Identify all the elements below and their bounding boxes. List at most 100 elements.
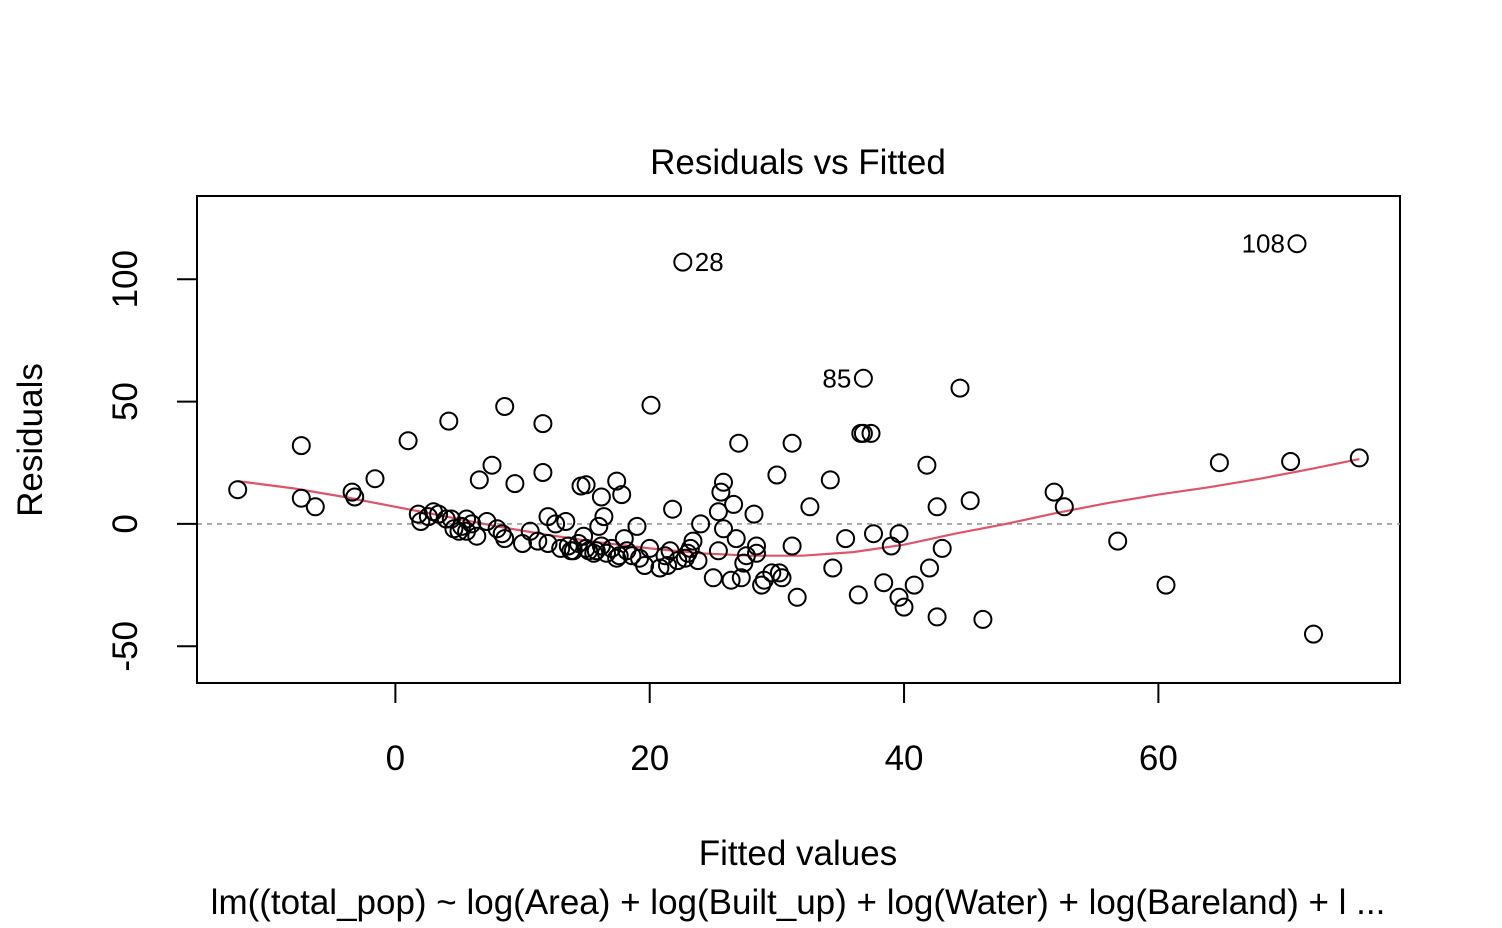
residual-point [1209,453,1229,473]
y-tick-label: 100 [106,250,145,308]
y-tick-label: -50 [106,621,145,672]
residual-point [627,516,647,536]
residual-point [708,502,728,522]
residual-point [772,568,792,588]
y-tick-label: 50 [106,382,145,421]
residual-point [533,463,553,482]
residual-point [917,455,937,475]
residual-point [439,411,459,431]
y-tick-label: 0 [106,514,145,533]
residual-point [513,534,532,553]
residual-point [683,531,703,551]
residual-point [950,378,970,398]
residual-point [787,587,807,607]
residual-point [655,546,675,566]
outlier-labels: 28 85 108 [695,229,1285,394]
residual-point [495,529,515,549]
residual-point [874,573,894,593]
residual-point [853,368,873,388]
residual-point [345,487,365,507]
residual-point [408,504,428,524]
residual-point [607,471,627,491]
residual-point [894,597,914,617]
residual-point [1156,575,1176,595]
residual-point [823,558,843,578]
residual-point [927,497,947,517]
residual-point [920,558,939,578]
residual-point [800,497,820,517]
residual-point [714,519,733,539]
residual-point [641,395,661,415]
residual-point [889,587,909,607]
residual-point [591,487,611,507]
residual-point [528,531,548,551]
residual-point [482,455,502,475]
residual-point [1044,482,1064,502]
residual-point [853,423,873,443]
x-axis-label: Fitted values [699,834,897,873]
residual-point [305,497,325,517]
residual-point [228,480,248,500]
residual-point [668,551,688,571]
y-axis-label: Residuals [11,363,50,517]
residual-point [973,609,993,629]
residual-point [721,570,741,590]
residual-point [1304,624,1323,644]
residual-point [848,585,868,605]
residual-point [836,529,856,549]
residual-point [711,482,731,502]
residual-point [663,499,683,519]
residual-point [889,524,909,544]
residual-point [612,485,632,505]
residual-point [736,546,756,566]
x-tick-label: 0 [386,739,405,778]
residual-point [589,516,609,536]
residual-points [228,234,1369,644]
residual-point [418,507,438,527]
outlier-label: 85 [822,363,851,393]
residual-point [691,514,711,534]
residual-point [551,538,571,558]
x-tick-label: 60 [1139,739,1178,778]
residual-point [904,575,924,595]
residual-point [782,433,802,453]
residual-point [538,534,558,553]
residual-point [650,558,670,578]
residual-point [960,491,980,511]
x-tick-label: 40 [885,739,924,778]
residual-point [673,252,693,272]
residual-point [291,436,311,456]
residual-point [597,543,616,563]
residual-point [708,541,728,561]
residual-point [927,607,947,627]
residual-point [469,470,489,490]
residual-point [546,514,566,534]
residual-point [477,512,497,531]
residual-point [622,546,642,566]
residual-point [457,509,477,529]
chart-title: Residuals vs Fitted [650,143,946,182]
plot-area-frame [196,195,1401,684]
residual-point [614,529,634,549]
residual-point [726,529,746,549]
residual-point [747,543,766,563]
residual-point [658,556,677,575]
residual-point [747,536,766,556]
residual-point [782,536,802,556]
residual-point [1287,234,1307,254]
residual-point [729,433,749,453]
residual-point [365,469,385,489]
residual-point [291,488,311,508]
residual-point [1281,452,1301,471]
residual-point [1349,448,1369,468]
residual-point [640,538,660,558]
residual-point [820,470,840,490]
outlier-label: 28 [695,247,724,277]
residual-point [762,563,782,583]
residual-point [767,465,787,485]
residual-point [714,472,733,492]
residual-point [462,514,482,534]
residual-point [467,526,487,546]
residual-point [724,494,744,514]
